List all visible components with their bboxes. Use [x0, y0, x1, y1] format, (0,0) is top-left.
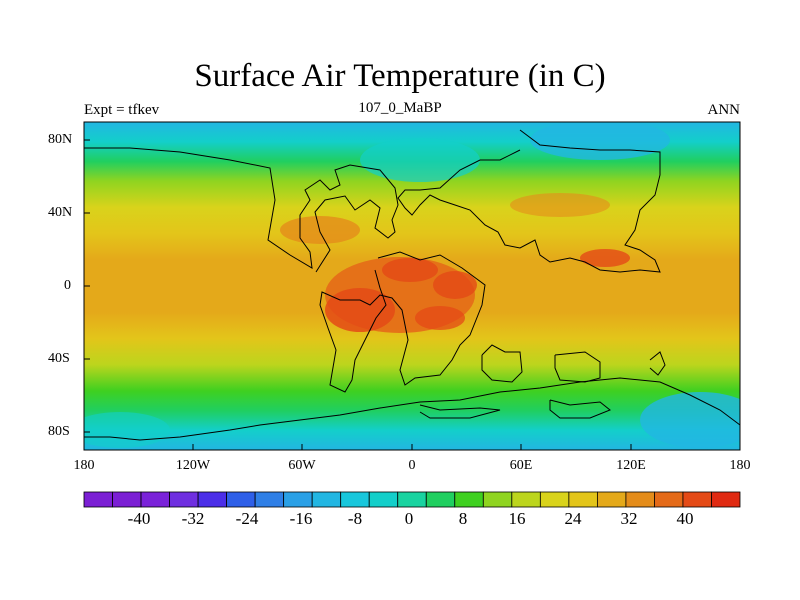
colorbar-label: -24: [235, 509, 259, 528]
colorbar-swatch: [425, 491, 456, 508]
colorbar-swatch: [197, 491, 228, 508]
y-tick-label: 80N: [48, 132, 73, 147]
x-tick-label: 60E: [509, 458, 533, 473]
colorbar-swatch: [711, 491, 741, 508]
temperature-field: [84, 122, 740, 450]
colorbar-swatch: [311, 491, 342, 508]
colorbar-swatch: [454, 491, 484, 508]
colorbar-swatch: [254, 491, 285, 508]
colorbar-label: -16: [289, 509, 313, 528]
colorbar-label: -8: [347, 509, 363, 528]
x-tick-label: 180: [729, 458, 751, 473]
axis-ticks: [83, 139, 741, 450]
colorbar-swatch: [112, 491, 142, 508]
coastlines: [84, 129, 741, 441]
colorbar-swatch: [83, 491, 113, 508]
colorbar-label: 16: [508, 509, 526, 528]
colorbar-label: -40: [127, 509, 151, 528]
colorbar-label: 0: [404, 509, 414, 528]
y-tick-label: 40N: [48, 205, 73, 220]
colorbar-swatch: [568, 491, 598, 508]
colorbar-label: 32: [620, 509, 638, 528]
x-tick-label: 180: [73, 458, 95, 473]
colorbar-swatch: [625, 491, 655, 508]
x-tick-label: 60W: [288, 458, 316, 473]
colorbar-swatch: [596, 491, 627, 508]
x-tick-label: 0: [408, 458, 416, 473]
colorbar-swatch: [368, 491, 399, 508]
period-label: 107_0_MaBP: [358, 100, 442, 116]
colorbar-label: 40: [676, 509, 694, 528]
season-label: ANN: [707, 102, 741, 118]
colorbar: [83, 491, 741, 508]
y-tick-label: 0: [64, 278, 71, 293]
colorbar-swatch: [654, 491, 684, 508]
colorbar-label: 24: [564, 509, 582, 528]
colorbar-swatch: [140, 491, 170, 508]
colorbar-swatch: [397, 491, 427, 508]
colorbar-swatch: [340, 491, 370, 508]
colorbar-swatch: [226, 491, 256, 508]
colorbar-swatch: [169, 491, 199, 508]
colorbar-label: 8: [458, 509, 468, 528]
x-tick-label: 120E: [616, 458, 646, 473]
colorbar-swatch: [539, 491, 570, 508]
colorbar-swatch: [283, 491, 313, 508]
colorbar-label: -32: [181, 509, 205, 528]
colorbar-swatch: [511, 491, 541, 508]
x-tick-label: 120W: [175, 458, 211, 473]
chart-title: Surface Air Temperature (in C): [194, 58, 606, 94]
colorbar-swatch: [482, 491, 513, 508]
colorbar-swatch: [682, 491, 712, 508]
y-tick-label: 40S: [48, 351, 70, 366]
y-tick-label: 80S: [48, 424, 70, 439]
experiment-label: Expt = tfkev: [84, 102, 160, 118]
